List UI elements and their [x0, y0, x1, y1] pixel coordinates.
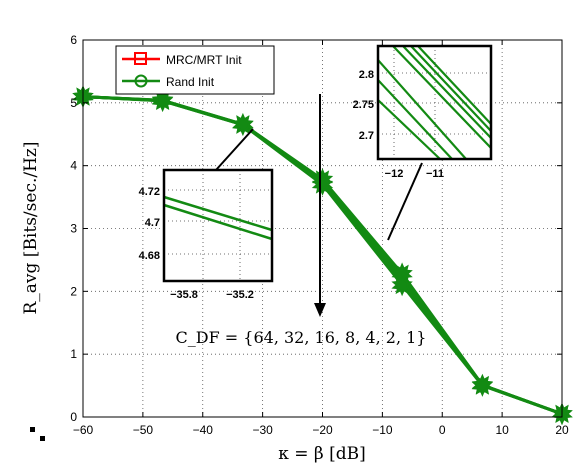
x-tick-label: 0	[439, 423, 446, 437]
inset-2-xtick: −11	[426, 168, 444, 180]
inset-1: 4.72 4.7 4.68 −35.8 −35.2	[139, 168, 274, 301]
x-tick-label: 10	[495, 423, 509, 437]
inset-1-frame	[162, 168, 274, 283]
data-point-marker	[471, 374, 494, 397]
x-tick-label: −50	[133, 423, 154, 437]
y-tick-label: 3	[70, 222, 77, 236]
y-tick-label: 0	[70, 410, 77, 424]
series-layer	[72, 85, 573, 426]
y-tick-label: 4	[70, 159, 77, 173]
y-tick-label: 5	[70, 96, 77, 110]
x-tick-label: −60	[73, 423, 94, 437]
legend-label-mrc: MRC/MRT Init	[166, 53, 242, 67]
inset-1-connector	[215, 128, 254, 171]
data-point-circle	[156, 94, 170, 108]
data-point-circle	[395, 278, 409, 292]
x-tick-label: −40	[193, 423, 214, 437]
inset-2-line	[410, 45, 492, 132]
data-point-marker	[311, 173, 334, 196]
inset-2-ytick: 2.7	[359, 130, 374, 142]
x-axis-label: κ = β [dB]	[278, 444, 366, 464]
x-tick-label: −10	[372, 423, 393, 437]
legend-marker-mrc	[134, 52, 147, 65]
inset-1-ytick: 4.7	[145, 217, 160, 229]
data-point-marker	[391, 273, 413, 297]
y-tick-label: 6	[70, 33, 77, 47]
inset-1-ytick: 4.72	[139, 186, 160, 198]
stray-dot	[30, 427, 35, 432]
inset-2-line	[377, 99, 441, 160]
data-point-circle	[236, 118, 250, 132]
inset-1-xtick: −35.8	[170, 289, 198, 301]
legend-marker-rand	[134, 74, 148, 88]
inset-1-ytick: 4.68	[139, 250, 160, 262]
inset-2-line	[377, 59, 467, 160]
inset-1-grid	[164, 170, 272, 281]
y-axis-label: R_avg [Bits/sec./Hz]	[21, 141, 41, 314]
inset-1-line	[163, 203, 273, 241]
inset-2-lines	[377, 45, 492, 160]
x-tick-label: 20	[555, 423, 569, 437]
y-tick-label: 2	[70, 284, 77, 298]
inset-2-connector	[387, 162, 423, 241]
inset-2: 2.8 2.75 2.7 −12 −11	[353, 44, 493, 180]
inset-2-line	[402, 45, 492, 139]
data-point-circle	[316, 178, 329, 192]
annotation-cdf: C_DF = {64, 32, 16, 8, 4, 2, 1}	[176, 328, 427, 347]
stray-dot	[40, 436, 45, 441]
x-tick-label: −30	[252, 423, 273, 437]
inset-2-ytick: 2.8	[359, 69, 374, 81]
y-tick-label: 1	[70, 347, 77, 361]
legend-label-rand: Rand Init	[166, 75, 215, 89]
data-point-circle	[475, 379, 489, 393]
inset-2-ytick: 2.75	[353, 99, 374, 111]
inset-2-grid	[378, 46, 491, 159]
inset-1-line	[163, 195, 273, 232]
legend: MRC/MRT Init Rand Init	[115, 45, 275, 95]
inset-2-line	[377, 79, 453, 160]
inset-2-frame	[376, 44, 493, 161]
inset-2-line	[417, 45, 492, 125]
inset-1-xtick: −35.2	[226, 289, 254, 301]
data-point-marker	[151, 89, 174, 113]
inset-2-line	[392, 45, 492, 149]
x-tick-label: −20	[312, 423, 333, 437]
inset-2-xtick: −12	[385, 168, 404, 180]
data-point-marker	[232, 113, 254, 137]
arrow-head	[314, 303, 326, 317]
tick-layer: −60 −50 −40 −30 −20 −10 0 10 20 0 1 2 3 4 5 6	[70, 33, 569, 437]
arrow	[314, 94, 326, 317]
